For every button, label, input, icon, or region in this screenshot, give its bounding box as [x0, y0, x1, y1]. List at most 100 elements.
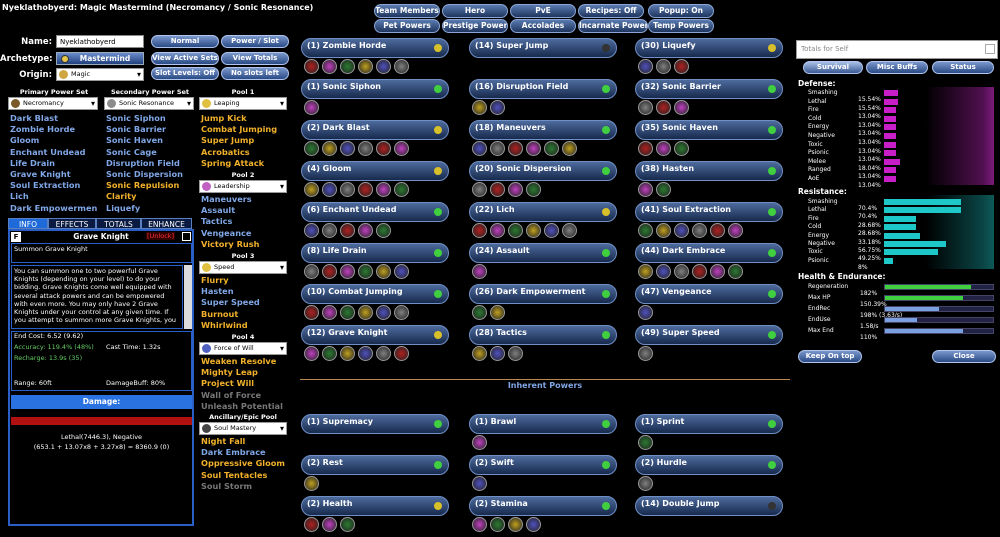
- epic-power-item[interactable]: Night Fall: [201, 436, 246, 446]
- name-field[interactable]: Nyeklathobyerd: [56, 35, 144, 48]
- power-slot[interactable]: (8) Life Drain: [301, 243, 449, 263]
- pool4-power-item[interactable]: Weaken Resolve: [201, 356, 277, 366]
- secondary-power-item[interactable]: Sonic Siphon: [106, 113, 166, 123]
- enhancement-icon[interactable]: [656, 223, 671, 238]
- power-slot[interactable]: (1) Supremacy: [301, 414, 449, 434]
- enhancement-icon[interactable]: [376, 59, 391, 74]
- enhancement-icon[interactable]: [472, 223, 487, 238]
- enhancement-icon[interactable]: [376, 346, 391, 361]
- enhancement-icon[interactable]: [472, 141, 487, 156]
- tab-totals[interactable]: TOTALS: [96, 218, 141, 229]
- enhancement-icon[interactable]: [508, 182, 523, 197]
- enhancement-icon[interactable]: [322, 517, 337, 532]
- power-slot[interactable]: (14) Double Jump: [635, 496, 783, 516]
- epic-power-item[interactable]: Soul Tentacles: [201, 469, 268, 480]
- pool1-power-item[interactable]: Combat Jumping: [201, 124, 278, 135]
- enhancement-icon[interactable]: [340, 223, 355, 238]
- enhancement-icon[interactable]: [638, 346, 653, 361]
- power-slot[interactable]: (1) Sprint: [635, 414, 783, 434]
- primary-power-item[interactable]: Gloom: [10, 135, 40, 146]
- enhancement-icon[interactable]: [728, 264, 743, 279]
- power-slot[interactable]: (2) Dark Blast: [301, 120, 449, 140]
- pool3-select[interactable]: Speed: [199, 261, 287, 274]
- pool1-power-item[interactable]: Super Jump: [201, 135, 255, 146]
- enhancement-icon[interactable]: [674, 59, 689, 74]
- enhancement-icon[interactable]: [394, 264, 409, 279]
- enhancement-icon[interactable]: [508, 141, 523, 156]
- enhancement-icon[interactable]: [340, 264, 355, 279]
- enhancement-icon[interactable]: [490, 182, 505, 197]
- secondary-power-item[interactable]: Clarity: [106, 191, 137, 202]
- secondary-power-item[interactable]: Disruption Field: [106, 157, 180, 168]
- origin-select[interactable]: Magic: [56, 68, 144, 81]
- enhancement-icon[interactable]: [304, 100, 319, 115]
- enhancement-icon[interactable]: [526, 223, 541, 238]
- enhancement-icon[interactable]: [358, 346, 373, 361]
- enhancement-icon[interactable]: [340, 182, 355, 197]
- popup-icon[interactable]: [182, 232, 191, 241]
- tab-survival[interactable]: Survival: [803, 61, 863, 74]
- tab-effects[interactable]: EFFECTS: [48, 218, 96, 229]
- enhancement-icon[interactable]: [376, 182, 391, 197]
- tab-misc-buffs[interactable]: Misc Buffs: [866, 61, 928, 74]
- power-slot[interactable]: (38) Hasten: [635, 161, 783, 181]
- epic-select[interactable]: Soul Mastery: [199, 422, 287, 435]
- power-slot[interactable]: (32) Sonic Barrier: [635, 79, 783, 99]
- topbar-button-6[interactable]: Prestige Powers: [442, 19, 508, 33]
- pool2-power-item[interactable]: Maneuvers: [201, 194, 252, 204]
- enhancement-icon[interactable]: [394, 346, 409, 361]
- enhancement-icon[interactable]: [472, 346, 487, 361]
- topbar-button-3[interactable]: Recipes: Off: [578, 4, 644, 18]
- power-slot[interactable]: (2) Hurdle: [635, 455, 783, 475]
- enhancement-icon[interactable]: [358, 141, 373, 156]
- enhancement-icon[interactable]: [376, 223, 391, 238]
- enhancement-icon[interactable]: [304, 59, 319, 74]
- enhancement-icon[interactable]: [638, 59, 653, 74]
- topbar-button-4[interactable]: Popup: On: [648, 4, 714, 18]
- pool1-power-item[interactable]: Jump Kick: [201, 113, 247, 123]
- enhancement-icon[interactable]: [656, 182, 671, 197]
- pool2-power-item[interactable]: Vengeance: [201, 227, 252, 238]
- power-slot[interactable]: (12) Grave Knight: [301, 325, 449, 345]
- primary-power-item[interactable]: Life Drain: [10, 157, 55, 168]
- enhancement-icon[interactable]: [638, 305, 653, 320]
- enhancement-icon[interactable]: [692, 264, 707, 279]
- tab-enhance[interactable]: ENHANCE: [141, 218, 192, 229]
- no-slots-left-button[interactable]: No slots left: [221, 67, 289, 80]
- topbar-button-5[interactable]: Pet Powers: [374, 19, 440, 33]
- enhancement-icon[interactable]: [638, 223, 653, 238]
- slot-levels-button[interactable]: Slot Levels: Off: [151, 67, 219, 80]
- secondary-set-select[interactable]: Sonic Resonance: [104, 97, 194, 110]
- power-slot[interactable]: (35) Sonic Haven: [635, 120, 783, 140]
- enhancement-icon[interactable]: [638, 100, 653, 115]
- enhancement-icon[interactable]: [472, 517, 487, 532]
- power-slot[interactable]: (1) Brawl: [469, 414, 617, 434]
- power-slot[interactable]: (20) Sonic Dispersion: [469, 161, 617, 181]
- primary-power-item[interactable]: Soul Extraction: [10, 180, 81, 191]
- enhancement-icon[interactable]: [376, 141, 391, 156]
- enhancement-icon[interactable]: [490, 305, 505, 320]
- power-slot[interactable]: (30) Liquefy: [635, 38, 783, 58]
- pool3-power-item[interactable]: Flurry: [201, 275, 229, 285]
- enhancement-icon[interactable]: [358, 305, 373, 320]
- epic-power-item[interactable]: Dark Embrace: [201, 447, 266, 458]
- primary-power-item[interactable]: Lich: [10, 191, 29, 202]
- secondary-power-item[interactable]: Sonic Cage: [106, 146, 157, 157]
- enhancement-icon[interactable]: [490, 223, 505, 238]
- secondary-power-item[interactable]: Sonic Barrier: [106, 124, 167, 135]
- enhancement-icon[interactable]: [322, 182, 337, 197]
- enhancement-icon[interactable]: [472, 264, 487, 279]
- power-slot[interactable]: (2) Rest: [301, 455, 449, 475]
- primary-power-item[interactable]: Zombie Horde: [10, 124, 76, 135]
- secondary-power-item[interactable]: Liquefy: [106, 202, 141, 213]
- enhancement-icon[interactable]: [638, 435, 653, 450]
- enhancement-icon[interactable]: [340, 517, 355, 532]
- enhancement-icon[interactable]: [674, 223, 689, 238]
- desc-scrollbar[interactable]: [184, 265, 192, 329]
- enhancement-icon[interactable]: [508, 223, 523, 238]
- power-slot[interactable]: (24) Assault: [469, 243, 617, 263]
- pool2-power-item[interactable]: Victory Rush: [201, 238, 260, 249]
- pool4-select[interactable]: Force of Will: [199, 342, 287, 355]
- power-slot[interactable]: (2) Health: [301, 496, 449, 516]
- pool4-power-item[interactable]: Wall of Force: [201, 389, 262, 400]
